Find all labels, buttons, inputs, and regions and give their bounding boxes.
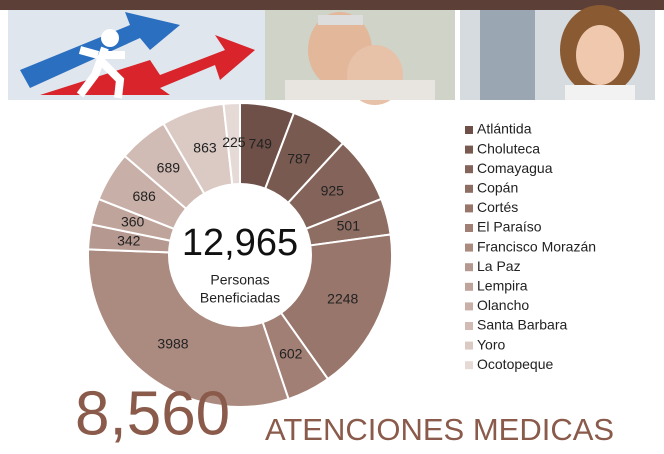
data-label: 360 — [121, 214, 145, 230]
headline-text: ATENCIONES MEDICAS — [265, 412, 614, 447]
legend-label: Cortés — [477, 199, 518, 215]
donut-hole — [168, 183, 312, 327]
legend-swatch — [465, 204, 473, 213]
legend-label: La Paz — [477, 258, 521, 274]
photo-couple — [265, 10, 455, 105]
top-bar — [0, 0, 664, 10]
legend-label: Lempira — [477, 278, 528, 294]
legend: Atlántida Choluteca Comayagua Copán Cortés El… — [465, 121, 596, 372]
data-label: 787 — [287, 150, 311, 166]
legend-swatch — [465, 302, 473, 311]
data-label: 225 — [222, 134, 246, 150]
data-label: 602 — [279, 346, 303, 362]
legend-swatch — [465, 282, 473, 291]
photo-arrows — [8, 10, 265, 100]
legend-swatch — [465, 263, 473, 272]
center-value: 12,965 — [182, 222, 298, 264]
legend-swatch — [465, 322, 473, 330]
legend-label: El Paraíso — [477, 219, 542, 235]
legend-label: Choluteca — [477, 140, 540, 156]
legend-label: Atlántida — [477, 121, 532, 137]
legend-swatch — [465, 224, 473, 232]
legend-swatch — [465, 184, 473, 193]
photo-woman — [460, 5, 655, 100]
data-label: 686 — [132, 188, 156, 204]
legend-label: Francisco Morazán — [477, 238, 596, 254]
legend-swatch — [465, 243, 473, 252]
legend-swatch — [465, 361, 473, 370]
data-label: 749 — [249, 136, 273, 152]
data-label: 689 — [157, 160, 181, 176]
legend-label: Ocotopeque — [477, 356, 553, 372]
data-label: 3988 — [157, 335, 188, 351]
legend-label: Comayagua — [477, 160, 553, 176]
data-label: 925 — [321, 182, 345, 198]
data-label: 501 — [337, 217, 361, 233]
legend-label: Copán — [477, 180, 518, 196]
headline-number: 8,560 — [75, 379, 230, 448]
data-label: 863 — [193, 139, 217, 155]
legend-swatch — [465, 341, 473, 350]
legend-label: Santa Barbara — [477, 317, 567, 333]
legend-label: Olancho — [477, 297, 529, 313]
legend-swatch — [465, 126, 473, 134]
legend-swatch — [465, 145, 473, 154]
data-label: 2248 — [327, 290, 358, 306]
center-label: Beneficiadas — [200, 290, 280, 306]
legend-swatch — [465, 165, 473, 174]
legend-label: Yoro — [477, 336, 506, 352]
center-label: Personas — [210, 272, 269, 288]
data-label: 342 — [117, 232, 141, 248]
